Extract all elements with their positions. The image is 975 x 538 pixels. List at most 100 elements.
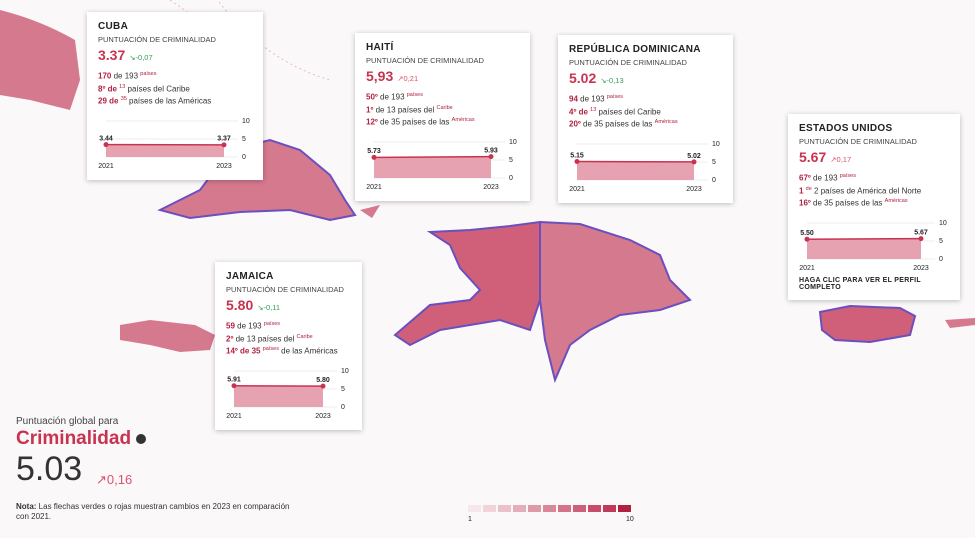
value-label: 5.80 bbox=[316, 377, 330, 384]
arrow: ↘ bbox=[129, 53, 136, 62]
score: 5.02 ↘-0,13 bbox=[569, 70, 722, 86]
arrow: ↗ bbox=[397, 74, 404, 83]
summary-score: 5.03 bbox=[16, 450, 83, 488]
rank-text: de 193 bbox=[234, 321, 264, 331]
rank-text: de 35 países de las bbox=[580, 119, 655, 129]
dominican-republic bbox=[539, 220, 692, 384]
y-tick-label: 5 bbox=[509, 157, 513, 164]
y-tick-label: 5 bbox=[712, 159, 716, 166]
rank-text: países bbox=[263, 321, 281, 327]
x-label: 2021 bbox=[98, 163, 114, 170]
value-label: 5.91 bbox=[227, 377, 241, 384]
score-dot bbox=[231, 383, 237, 389]
rank-text: Américas bbox=[654, 119, 678, 126]
rank-text: de 13 países del bbox=[233, 334, 297, 344]
rank-text: 1º bbox=[366, 105, 374, 115]
rank-line: 20º de 35 países de las Américas bbox=[569, 117, 722, 130]
rank-line: 4º de 13 países del Caribe bbox=[569, 105, 722, 118]
rank-text: 16º bbox=[799, 198, 811, 208]
score-dot bbox=[371, 154, 377, 160]
mini-chart: 0 5 10 5.15 2021 5.02 2023 bbox=[569, 141, 720, 193]
score-area bbox=[807, 238, 921, 259]
country-card[interactable]: CUBA PUNTUACIÓN DE CRIMINALIDAD 3.37 ↘-0,07… bbox=[87, 12, 263, 180]
score-dot bbox=[918, 236, 924, 242]
profile-link[interactable]: HAGA CLIC PARA VER EL PERFIL COMPLETO bbox=[799, 276, 921, 291]
rank-text: países bbox=[606, 94, 624, 100]
country-card[interactable]: JAMAICA PUNTUACIÓN DE CRIMINALIDAD 5.80 ↘-0… bbox=[215, 262, 362, 430]
mini-chart: 0 5 10 5.91 2021 5.80 2023 bbox=[226, 368, 349, 420]
rank-text: de 193 bbox=[377, 92, 407, 102]
x-label: 2023 bbox=[315, 413, 331, 420]
legend-swatch bbox=[498, 505, 511, 512]
score-dot bbox=[488, 154, 494, 160]
rank-text: 59 bbox=[226, 321, 235, 331]
rank-line: 94 de 193 países bbox=[569, 92, 722, 105]
value-label: 5.15 bbox=[570, 152, 584, 159]
rank-text: 20º bbox=[569, 119, 581, 129]
country-card[interactable]: ESTADOS UNIDOS PUNTUACIÓN DE CRIMINALIDAD… bbox=[788, 114, 960, 300]
y-tick-label: 0 bbox=[712, 177, 716, 184]
score-dot bbox=[320, 383, 326, 389]
haiti bbox=[393, 220, 541, 347]
score-area bbox=[577, 161, 694, 180]
country-name: HAITÍ bbox=[366, 42, 394, 53]
rank-text: 35 bbox=[120, 96, 127, 103]
y-tick-label: 5 bbox=[341, 386, 345, 393]
arrow: ↘ bbox=[257, 303, 264, 312]
rank-text: de 35 países de las bbox=[810, 198, 885, 208]
change-value: 0,21 bbox=[403, 74, 419, 83]
rank-text: de 35 países de las bbox=[377, 117, 452, 127]
rank-text: 67º bbox=[799, 173, 811, 183]
value-label: 5.93 bbox=[484, 147, 498, 154]
rank-line: 1º de 13 países del Caribe bbox=[366, 103, 519, 116]
rank-line: 8º de 13 países del Caribe bbox=[98, 82, 252, 95]
change-value: -0,13 bbox=[606, 76, 624, 85]
country-card[interactable]: HAITÍ PUNTUACIÓN DE CRIMINALIDAD 5,93 ↗0,21… bbox=[355, 33, 530, 201]
x-label: 2021 bbox=[226, 413, 242, 420]
score-change: ↘-0,07 bbox=[129, 53, 152, 62]
legend-swatch bbox=[573, 505, 586, 512]
rank-text: 29 de bbox=[98, 96, 121, 106]
rank-text: Caribe bbox=[296, 333, 313, 340]
score-dot bbox=[221, 142, 227, 148]
rank-text: 1 bbox=[799, 186, 806, 196]
x-label: 2023 bbox=[913, 265, 929, 272]
score-dot bbox=[103, 142, 109, 148]
score: 5,93 ↗0,21 bbox=[366, 68, 519, 84]
rank-line: 16º de 35 países de las Américas bbox=[799, 196, 949, 209]
x-label: 2023 bbox=[483, 184, 499, 191]
rank-text: 13 bbox=[590, 106, 597, 113]
rank-line: 2º de 13 países del Caribe bbox=[226, 332, 351, 345]
score-area bbox=[106, 144, 224, 157]
country-card[interactable]: REPÚBLICA DOMINICANA PUNTUACIÓN DE CRIMIN… bbox=[558, 35, 733, 203]
rank-text: países bbox=[262, 346, 279, 353]
score-dot bbox=[691, 159, 697, 165]
route bbox=[169, 0, 331, 81]
rank-text: 12º bbox=[366, 117, 378, 127]
score-dot bbox=[804, 236, 810, 242]
rank-line: 14º de 35 países de las Américas bbox=[226, 344, 351, 357]
arrow: ↗ bbox=[96, 472, 107, 487]
rank-text: países bbox=[839, 173, 856, 179]
rank-text: de bbox=[805, 185, 812, 192]
mini-chart: 0 5 10 5.73 2021 5.93 2023 bbox=[366, 139, 517, 191]
rank-text: países bbox=[406, 92, 423, 98]
score-change: ↗0,21 bbox=[397, 74, 418, 83]
score-change: ↘-0,11 bbox=[257, 303, 280, 312]
rank-line: 67º de 193 países bbox=[799, 171, 949, 184]
rank-text: 8º de bbox=[98, 84, 120, 94]
x-label: 2021 bbox=[799, 265, 815, 272]
ranks: 59 de 193 países 2º de 13 países del Cari… bbox=[226, 319, 351, 357]
info-icon[interactable] bbox=[136, 433, 147, 444]
value-label: 3.37 bbox=[217, 136, 231, 143]
score-area bbox=[374, 156, 491, 178]
note-text: Las flechas verdes o rojas muestran camb… bbox=[16, 502, 290, 521]
rank-text: 170 bbox=[98, 71, 112, 81]
x-label: 2021 bbox=[569, 186, 585, 193]
cuba-west bbox=[0, 10, 80, 110]
rank-text: Américas bbox=[451, 117, 475, 124]
score: 5.80 ↘-0,11 bbox=[226, 297, 351, 313]
score-label: PUNTUACIÓN DE CRIMINALIDAD bbox=[569, 58, 687, 67]
